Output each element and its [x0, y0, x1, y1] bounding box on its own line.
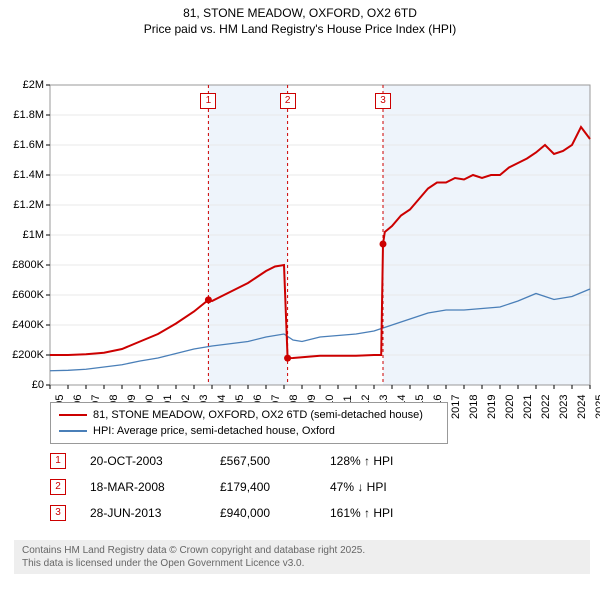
y-axis-tick: £2M	[10, 79, 44, 91]
price-event-amount: £179,400	[220, 480, 330, 494]
y-axis-tick: £1.4M	[10, 169, 44, 181]
price-event-badge: 2	[50, 479, 66, 495]
price-event-badge: 3	[50, 505, 66, 521]
price-event-row: 2 18-MAR-2008£179,40047% ↓ HPI	[50, 474, 450, 500]
x-axis-tick: 2019	[486, 395, 498, 419]
y-axis-tick: £400K	[10, 319, 44, 331]
y-axis-tick: £1.2M	[10, 199, 44, 211]
x-axis-tick: 2017	[450, 395, 462, 419]
legend-swatch	[59, 414, 87, 416]
price-event-row: 1 20-OCT-2003£567,500128% ↑ HPI	[50, 448, 450, 474]
chart-marker-badge: 1	[200, 93, 216, 109]
x-axis-tick: 2022	[540, 395, 552, 419]
price-event-row: 3 28-JUN-2013£940,000161% ↑ HPI	[50, 500, 450, 526]
legend-item: HPI: Average price, semi-detached house,…	[59, 423, 439, 439]
x-axis-tick: 2023	[558, 395, 570, 419]
x-axis-tick: 2020	[504, 395, 516, 419]
x-axis-tick: 2021	[522, 395, 534, 419]
price-event-hpi: 128% ↑ HPI	[330, 454, 450, 468]
y-axis-tick: £200K	[10, 349, 44, 361]
price-event-date: 18-MAR-2008	[90, 480, 220, 494]
legend-swatch	[59, 430, 87, 432]
footer-line1: Contains HM Land Registry data © Crown c…	[22, 544, 582, 557]
y-axis-tick: £800K	[10, 259, 44, 271]
price-event-badge: 1	[50, 453, 66, 469]
chart-marker-badge: 2	[280, 93, 296, 109]
chart-marker-badge: 3	[375, 93, 391, 109]
price-event-hpi: 47% ↓ HPI	[330, 480, 450, 494]
price-event-amount: £567,500	[220, 454, 330, 468]
title-line1: 81, STONE MEADOW, OXFORD, OX2 6TD	[0, 6, 600, 22]
footer-attribution: Contains HM Land Registry data © Crown c…	[14, 540, 590, 574]
legend-label: 81, STONE MEADOW, OXFORD, OX2 6TD (semi-…	[93, 409, 423, 421]
chart-container: 81, STONE MEADOW, OXFORD, OX2 6TD Price …	[0, 0, 600, 590]
price-event-hpi: 161% ↑ HPI	[330, 506, 450, 520]
y-axis-tick: £0	[10, 379, 44, 391]
footer-line2: This data is licensed under the Open Gov…	[22, 557, 582, 570]
y-axis-tick: £600K	[10, 289, 44, 301]
price-event-date: 28-JUN-2013	[90, 506, 220, 520]
title-block: 81, STONE MEADOW, OXFORD, OX2 6TD Price …	[0, 0, 600, 37]
legend-item: 81, STONE MEADOW, OXFORD, OX2 6TD (semi-…	[59, 407, 439, 423]
y-axis-tick: £1.8M	[10, 109, 44, 121]
y-axis-tick: £1M	[10, 229, 44, 241]
legend: 81, STONE MEADOW, OXFORD, OX2 6TD (semi-…	[50, 402, 448, 444]
chart-svg	[0, 37, 600, 397]
x-axis-tick: 2024	[576, 395, 588, 419]
x-axis-tick: 2025	[594, 395, 600, 419]
price-event-date: 20-OCT-2003	[90, 454, 220, 468]
legend-label: HPI: Average price, semi-detached house,…	[93, 425, 335, 437]
x-axis-tick: 2018	[468, 395, 480, 419]
price-event-table: 1 20-OCT-2003£567,500128% ↑ HPI 2 18-MAR-20…	[50, 448, 450, 526]
y-axis-tick: £1.6M	[10, 139, 44, 151]
title-line2: Price paid vs. HM Land Registry's House …	[0, 22, 600, 38]
price-event-amount: £940,000	[220, 506, 330, 520]
